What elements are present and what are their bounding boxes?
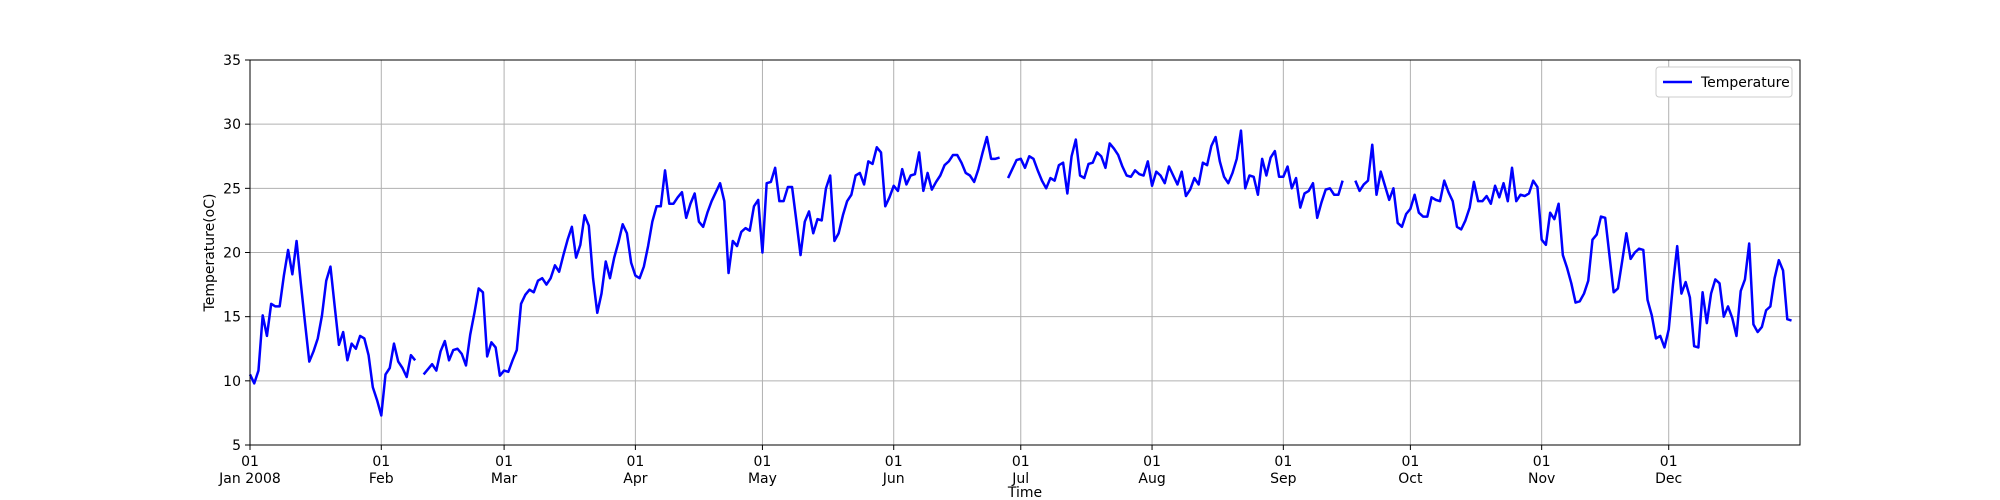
x-tick-label-day: 01 (1012, 454, 1030, 470)
x-tick-label-day: 01 (495, 454, 513, 470)
y-axis-ticks: 5 10 15 20 25 30 35 (223, 53, 250, 454)
legend-label-temperature: Temperature (1700, 75, 1790, 91)
y-tick-label: 30 (223, 117, 241, 133)
y-tick-label: 35 (223, 53, 241, 69)
x-tick-label-month: Jan 2008 (218, 471, 281, 487)
x-tick-label-month: Aug (1138, 471, 1165, 487)
y-tick-label: 10 (223, 374, 241, 390)
x-tick-label-month: May (748, 471, 777, 487)
y-tick-label: 25 (223, 181, 241, 197)
x-tick-label-day: 01 (1660, 454, 1678, 470)
x-tick-label-day: 01 (626, 454, 644, 470)
y-tick-label: 5 (232, 438, 241, 454)
x-axis-label: Time (1007, 485, 1042, 500)
grid-lines (249, 59, 1800, 446)
legend-box (1655, 66, 1793, 98)
x-tick-label-day: 01 (1401, 454, 1419, 470)
x-tick-label-month: Oct (1398, 471, 1423, 487)
x-tick-label-month: Nov (1528, 471, 1555, 487)
y-tick-label: 15 (223, 310, 241, 326)
x-tick-label-day: 01 (1143, 454, 1161, 470)
x-tick-label-month: Mar (491, 471, 518, 487)
temperature-series-line (1006, 129, 1344, 220)
temperature-series-line (248, 239, 417, 417)
legend: Temperature (1655, 66, 1793, 98)
x-tick-label-month: Jul (1011, 471, 1029, 487)
x-tick-label-month: Sep (1270, 471, 1297, 487)
x-tick-label-month: Apr (623, 471, 647, 487)
x-tick-label-day: 01 (885, 454, 903, 470)
y-tick-label: 20 (223, 246, 241, 262)
temperature-series-line (422, 135, 1000, 377)
y-axis-label: Temperature(oC) (202, 194, 218, 313)
x-tick-label-day: 01 (1533, 454, 1551, 470)
x-tick-label-month: Dec (1655, 471, 1682, 487)
x-tick-label-day: 01 (1274, 454, 1292, 470)
temperature-series-line (1354, 143, 1792, 349)
x-tick-label-day: 01 (754, 454, 772, 470)
x-tick-label-month: Feb (369, 471, 394, 487)
x-tick-label-month: Jun (882, 471, 905, 487)
x-tick-label-day: 01 (372, 454, 390, 470)
x-tick-label-day: 01 (241, 454, 259, 470)
series-layer (248, 129, 1792, 417)
